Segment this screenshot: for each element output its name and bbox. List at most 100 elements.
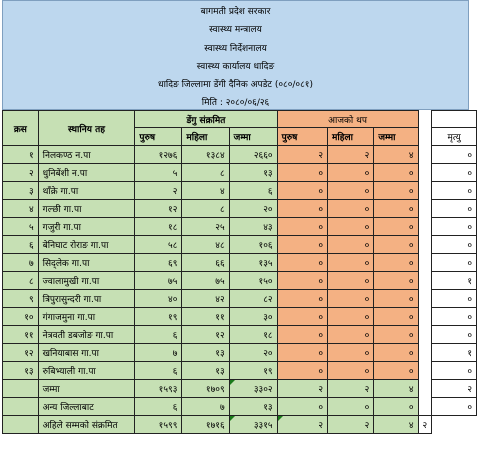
cell-local-name[interactable]: थाँक्रे गा.पा — [37, 181, 136, 200]
cell-local-name[interactable]: सिद्लेक गा.पा — [37, 253, 136, 272]
cell-male[interactable]: ४० — [134, 289, 183, 308]
cell-today-male[interactable]: ० — [276, 163, 329, 182]
cell-today-male[interactable]: ० — [276, 217, 329, 236]
cell-death[interactable]: ० — [431, 253, 477, 272]
col-today-female-header[interactable]: महिला — [326, 127, 375, 146]
col-today-group-header[interactable]: आजको थप — [276, 110, 419, 128]
cell-today-total[interactable]: ४ — [373, 145, 419, 164]
cell-total[interactable]: ६ — [228, 181, 278, 200]
cell-sn[interactable]: ३ — [2, 181, 39, 200]
cell-today-male[interactable]: २ — [276, 415, 329, 434]
cell-today-total[interactable]: ० — [373, 397, 419, 416]
cell-today-total[interactable]: ० — [373, 235, 419, 254]
cell-summary-name[interactable]: अन्य जिल्लाबाट — [37, 397, 136, 416]
cell-total[interactable]: १९ — [228, 361, 278, 380]
cell-male[interactable]: ७ — [134, 343, 183, 362]
cell-female[interactable]: ७ — [181, 397, 230, 416]
col-total-header[interactable]: जम्मा — [228, 127, 278, 146]
cell-total[interactable]: १५० — [228, 271, 278, 290]
cell-local-name[interactable]: नेत्रवती डबजोङ गा.पा — [37, 325, 136, 344]
cell-male[interactable]: २ — [134, 181, 183, 200]
cell-today-total[interactable]: ० — [373, 217, 419, 236]
cell-female[interactable]: १३ — [181, 343, 230, 362]
cell-today-female[interactable]: ० — [326, 289, 375, 308]
cell-death[interactable]: ० — [431, 325, 477, 344]
cell-today-total[interactable]: ४ — [373, 415, 419, 434]
cell-death[interactable]: ० — [431, 163, 477, 182]
cell-male[interactable]: ६ — [134, 397, 183, 416]
cell-today-male[interactable]: ० — [276, 271, 329, 290]
cell-male[interactable]: ६ — [134, 361, 183, 380]
cell-today-total[interactable]: ० — [373, 253, 419, 272]
cell-female[interactable]: ४ — [181, 181, 230, 200]
cell-today-male[interactable]: ० — [276, 199, 329, 218]
cell-today-total[interactable]: ० — [373, 289, 419, 308]
cell-today-total[interactable]: ० — [373, 199, 419, 218]
cell-female[interactable]: १३ — [181, 361, 230, 380]
cell-today-male[interactable]: ० — [276, 235, 329, 254]
cell-female[interactable]: ६६ — [181, 253, 230, 272]
cell-total[interactable]: ४३ — [228, 217, 278, 236]
cell-today-female[interactable]: ० — [326, 253, 375, 272]
cell-today-male[interactable]: २ — [276, 379, 329, 398]
cell-local-name[interactable]: निलकण्ठ न.पा — [37, 145, 136, 164]
cell-sn[interactable]: ६ — [2, 235, 39, 254]
cell-sn[interactable]: १० — [2, 307, 39, 326]
cell-today-total[interactable]: ० — [373, 271, 419, 290]
cell-total[interactable]: १०६ — [228, 235, 278, 254]
cell-male[interactable]: १५९९ — [134, 415, 183, 434]
cell-today-total[interactable]: ० — [373, 343, 419, 362]
cell-local-name[interactable]: ज्वालामुखी गा.पा — [37, 271, 136, 290]
cell-local-name[interactable]: बेनिघाट रोराङ गा.पा — [37, 235, 136, 254]
cell-male[interactable]: ६ — [134, 325, 183, 344]
cell-today-female[interactable]: २ — [326, 415, 375, 434]
cell-today-male[interactable]: ० — [276, 307, 329, 326]
cell-today-female[interactable]: ० — [326, 361, 375, 380]
death-blank-cell[interactable] — [431, 110, 477, 128]
col-death-header[interactable]: मृत्यु — [431, 127, 477, 146]
cell-sn[interactable]: ९ — [2, 289, 39, 308]
cell-female[interactable]: ११ — [181, 307, 230, 326]
cell-today-total[interactable]: ० — [373, 361, 419, 380]
cell-total[interactable]: १८ — [228, 325, 278, 344]
cell-today-female[interactable]: २ — [326, 379, 375, 398]
col-female-header[interactable]: महिला — [181, 127, 230, 146]
cell-summary-name[interactable]: अहिले सम्मको संक्रमित — [37, 415, 136, 434]
cell-sn[interactable]: १ — [2, 145, 39, 164]
cell-sn[interactable]: १२ — [2, 343, 39, 362]
cell-summary-name[interactable]: जम्मा — [37, 379, 136, 398]
cell-sn[interactable]: ५ — [2, 217, 39, 236]
cell-total[interactable]: २० — [228, 343, 278, 362]
cell-sn[interactable]: ४ — [2, 199, 39, 218]
cell-sn-blank[interactable] — [2, 415, 39, 434]
cell-female[interactable]: १७०९ — [181, 379, 230, 398]
cell-male[interactable]: ५ — [134, 163, 183, 182]
cell-total[interactable]: २६६० — [228, 145, 278, 164]
cell-local-name[interactable]: गजुरी गा.पा — [37, 217, 136, 236]
cell-local-name[interactable]: रुबिभ्याली गा.पा — [37, 361, 136, 380]
cell-today-female[interactable]: ० — [326, 307, 375, 326]
col-today-total-header[interactable]: जम्मा — [373, 127, 419, 146]
cell-death[interactable]: २ — [431, 379, 477, 398]
col-male-header[interactable]: पुरुष — [134, 127, 183, 146]
col-dengue-group-header[interactable]: डेंगु संक्रमित — [134, 110, 278, 128]
cell-male[interactable]: १२७६ — [134, 145, 183, 164]
cell-death[interactable]: ० — [431, 289, 477, 308]
cell-today-female[interactable]: ० — [326, 181, 375, 200]
cell-total[interactable]: १३ — [228, 163, 278, 182]
cell-death[interactable]: ० — [431, 307, 477, 326]
cell-today-male[interactable]: ० — [276, 181, 329, 200]
cell-today-total[interactable]: ० — [373, 163, 419, 182]
cell-today-total[interactable]: ० — [373, 307, 419, 326]
cell-today-total[interactable]: ० — [373, 181, 419, 200]
cell-total[interactable]: १३५ — [228, 253, 278, 272]
cell-female[interactable]: ४८ — [181, 235, 230, 254]
cell-local-name[interactable]: धुनिबेंशी न.पा — [37, 163, 136, 182]
cell-total[interactable]: ८२ — [228, 289, 278, 308]
cell-today-total[interactable]: ० — [373, 325, 419, 344]
cell-today-male[interactable]: २ — [276, 145, 329, 164]
cell-local-name[interactable]: त्रिपुरासुन्दरी गा.पा — [37, 289, 136, 308]
cell-male[interactable]: ६९ — [134, 253, 183, 272]
cell-female[interactable]: ४२ — [181, 289, 230, 308]
cell-female[interactable]: १२ — [181, 325, 230, 344]
